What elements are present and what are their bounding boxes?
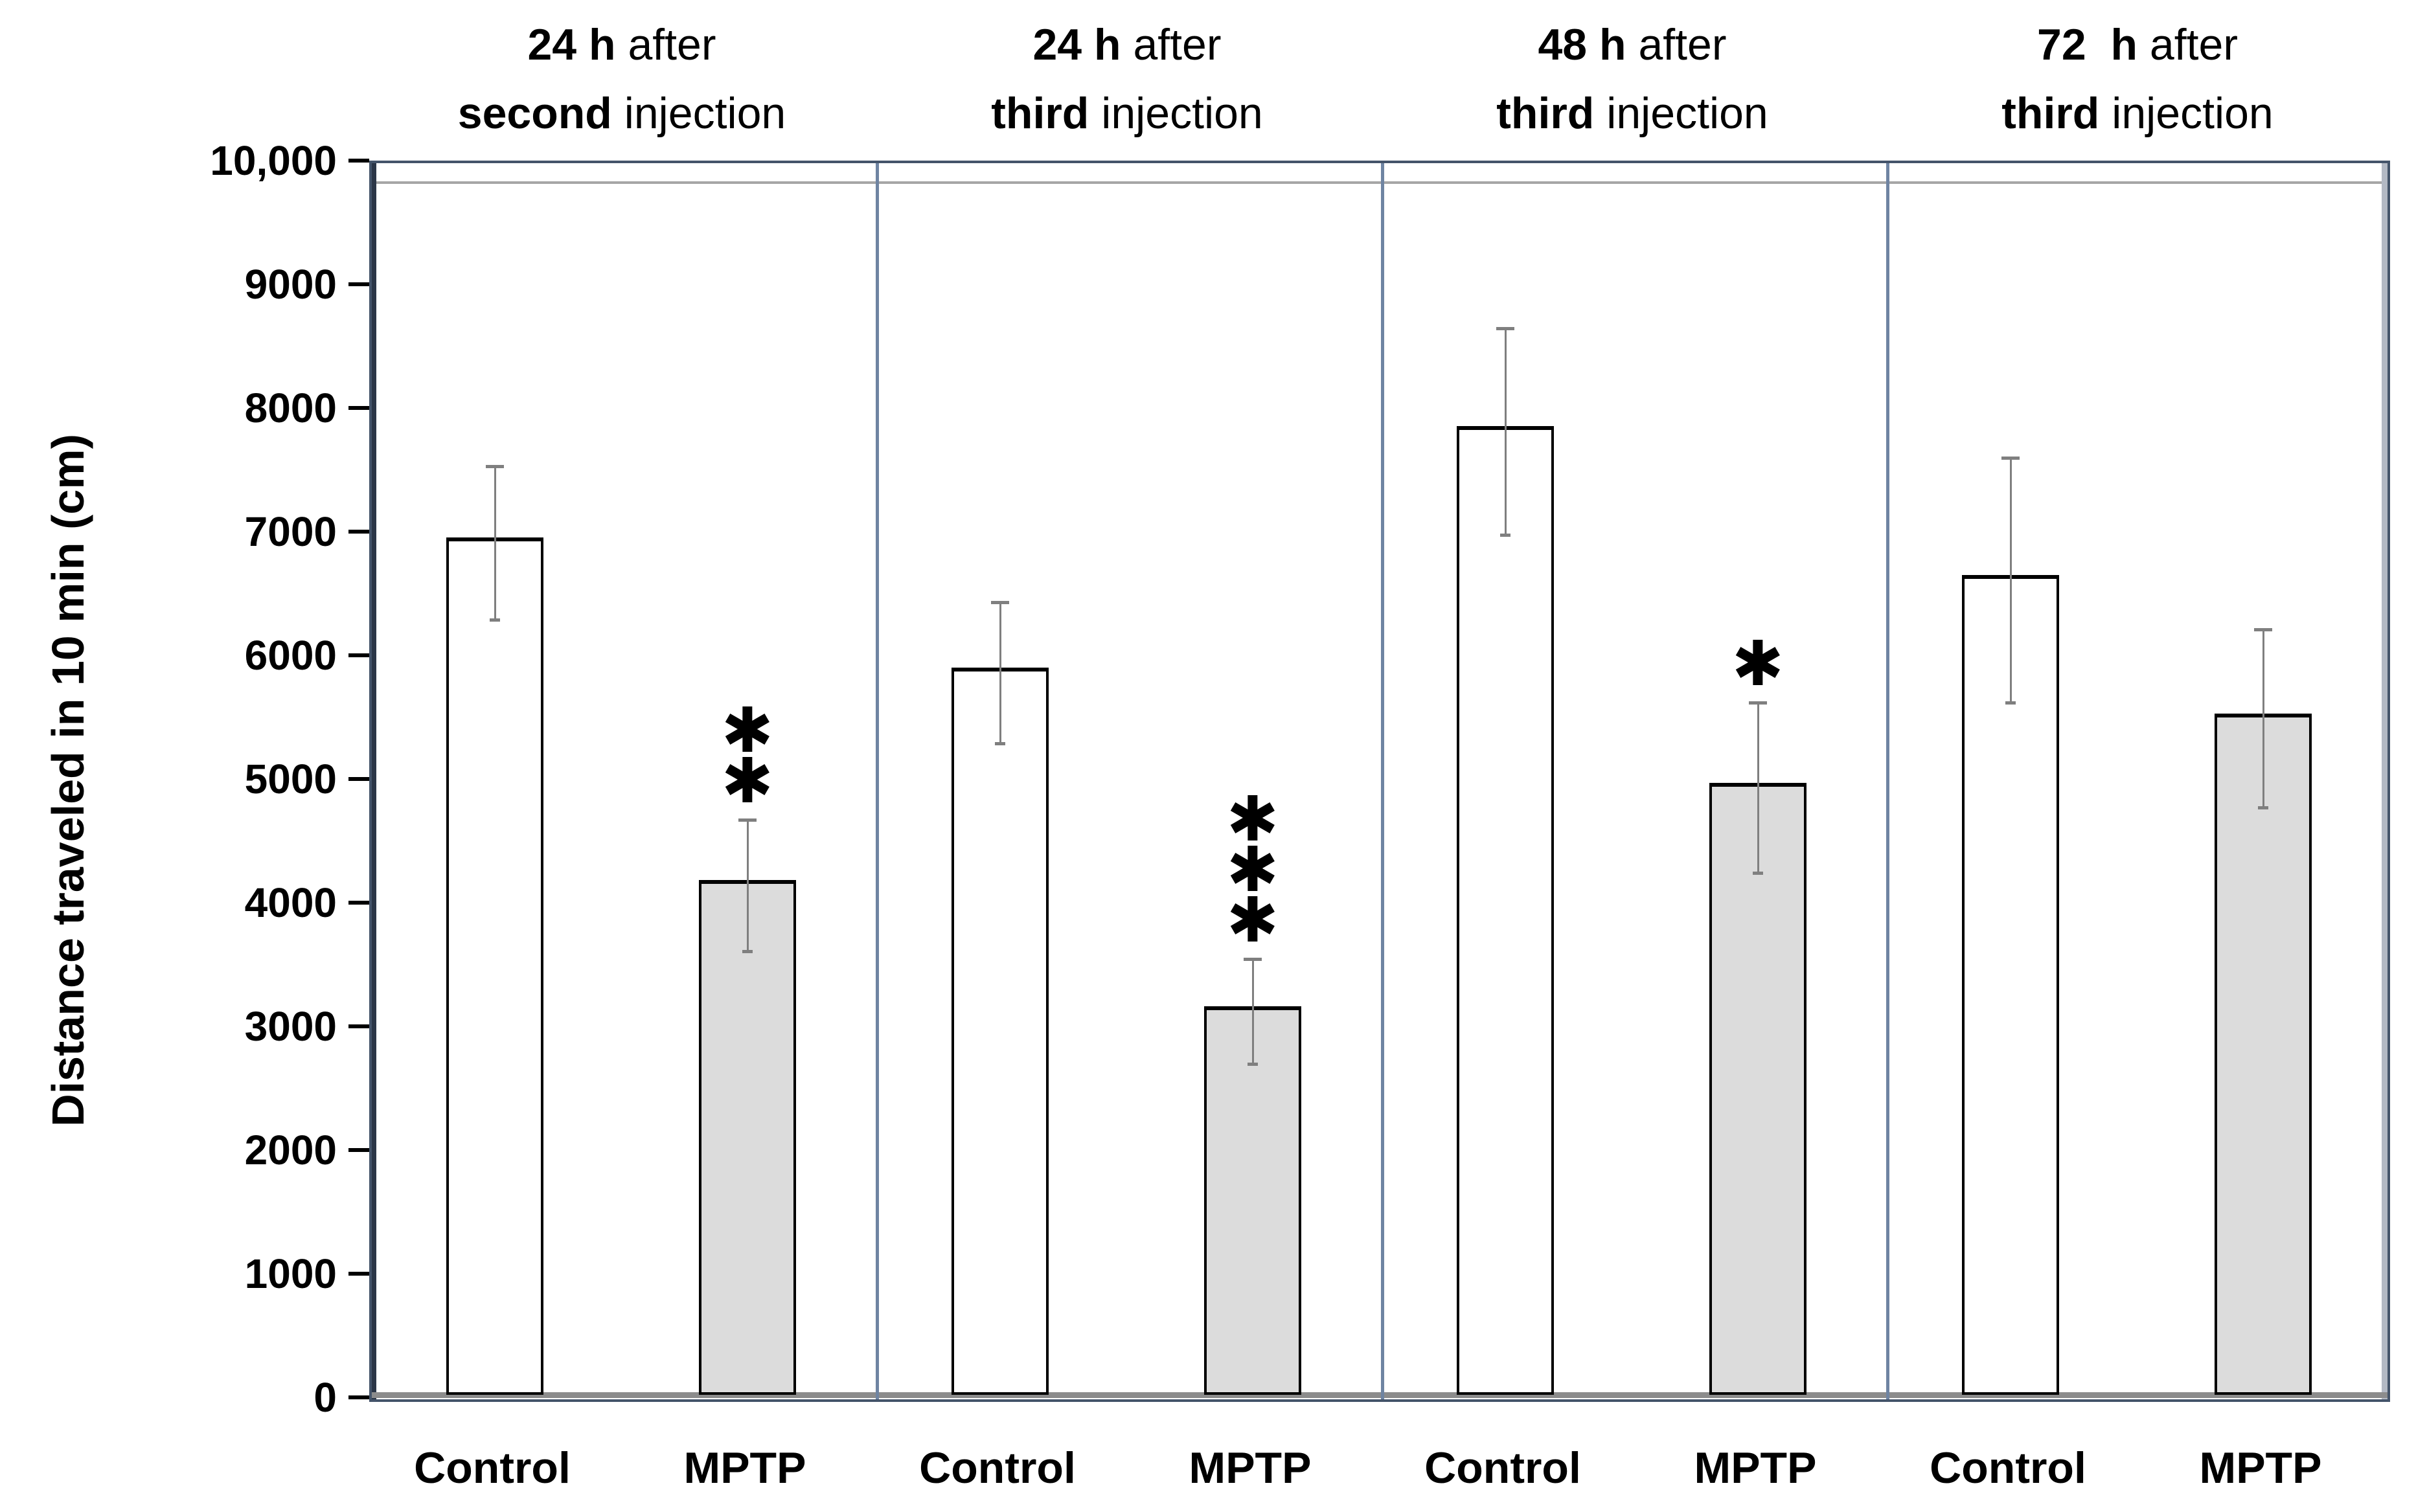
y-tick-label: 1000 <box>244 1250 337 1297</box>
y-tick-mark <box>348 901 369 905</box>
panel-title-line2: third injection <box>1496 89 1768 138</box>
bar-mptp <box>699 880 796 1395</box>
error-bar-top-cap <box>1244 958 1262 962</box>
error-bar <box>999 602 1001 743</box>
significance-star: ✱ <box>1226 835 1279 905</box>
bar-mptp <box>1204 1006 1301 1395</box>
significance-star: ✱ <box>1226 785 1279 855</box>
error-bar-top-cap <box>1496 326 1514 330</box>
plot-inner-top-border <box>372 181 2388 184</box>
error-bar-bottom-cap <box>490 618 500 622</box>
error-bar-top-cap <box>738 818 757 822</box>
plot-inner-right-border <box>2382 163 2388 1399</box>
panel-title-line2: third injection <box>991 89 1263 138</box>
panel-title-line1: 24 h after <box>527 20 716 69</box>
chart-panel <box>1887 163 2393 1399</box>
panel-title-line1: 72 h after <box>2037 20 2238 69</box>
significance-stars: ✱ ✱ <box>683 696 812 817</box>
y-tick-label: 2000 <box>244 1127 337 1173</box>
panel-title-line1: 48 h after <box>1538 20 1727 69</box>
y-tick-mark <box>348 159 369 163</box>
y-axis-title: Distance traveled in 10 min (cm) <box>43 434 93 1127</box>
x-axis-group-label: Control <box>1424 1443 1581 1493</box>
plot-area: ✱ ✱ ✱ ✱ ✱ ✱ <box>369 161 2390 1402</box>
y-tick-mark <box>348 282 369 286</box>
significance-star: ✱ <box>721 747 774 817</box>
bar-control <box>1457 426 1554 1395</box>
significance-star: ✱ <box>1731 629 1784 699</box>
x-axis-group-label: Control <box>919 1443 1076 1493</box>
y-tick-label: 3000 <box>244 1003 337 1050</box>
x-axis-group-label: MPTP <box>1694 1443 1817 1493</box>
y-tick-label: 5000 <box>244 756 337 802</box>
bar-control <box>1962 575 2059 1395</box>
error-bar-top-cap <box>2254 628 2272 632</box>
y-tick-label: 8000 <box>244 385 337 431</box>
panel-title-line1: 24 h after <box>1032 20 1222 69</box>
y-tick-mark <box>348 653 369 657</box>
chart-panel: ✱ ✱ <box>372 163 877 1399</box>
y-tick-label: 7000 <box>244 508 337 555</box>
panel-title: 24 h after third injection <box>874 10 1380 148</box>
error-bar-bottom-cap <box>995 741 1005 745</box>
x-axis-group-label: Control <box>1930 1443 2086 1493</box>
error-bar-top-cap <box>2001 456 2020 460</box>
error-bar-top-cap <box>991 601 1009 605</box>
panel-divider <box>1381 163 1384 1399</box>
x-axis-group-label: MPTP <box>2199 1443 2322 1493</box>
x-axis-group-label: Control <box>414 1443 571 1493</box>
error-bar <box>747 820 749 951</box>
bar-control <box>952 668 1049 1395</box>
significance-star: ✱ <box>1226 886 1279 956</box>
error-bar <box>494 466 496 620</box>
error-bar <box>2262 629 2264 808</box>
bar-mptp <box>2215 714 2312 1395</box>
bar-control <box>446 537 543 1395</box>
y-tick-label: 0 <box>313 1374 337 1421</box>
y-tick-label: 6000 <box>244 632 337 679</box>
y-tick-label: 10,000 <box>210 137 337 184</box>
panel-title: 48 h after third injection <box>1380 10 1885 148</box>
panel-title: 72 h after third injection <box>1885 10 2390 148</box>
error-bar-bottom-cap <box>1500 533 1510 537</box>
error-bar <box>1757 702 1759 874</box>
x-axis-line <box>372 1392 2388 1398</box>
y-tick-mark <box>348 1395 369 1399</box>
x-axis-group-label: MPTP <box>1189 1443 1312 1493</box>
error-bar-bottom-cap <box>742 949 753 953</box>
error-bar-top-cap <box>1749 701 1767 705</box>
y-tick-mark <box>348 406 369 410</box>
significance-star: ✱ <box>721 696 774 766</box>
y-tick-label: 9000 <box>244 261 337 308</box>
y-tick-mark <box>348 1148 369 1152</box>
error-bar-bottom-cap <box>2005 701 2016 705</box>
significance-stars: ✱ <box>1693 629 1823 699</box>
error-bar-top-cap <box>486 464 504 468</box>
chart-panel: ✱ <box>1382 163 1887 1399</box>
error-bar <box>2010 457 2012 703</box>
error-bar-bottom-cap <box>1753 872 1763 875</box>
error-bar <box>1252 959 1254 1065</box>
panel-title: 24 h after second injection <box>369 10 874 148</box>
error-bar-bottom-cap <box>2258 806 2268 810</box>
y-axis-line <box>372 163 376 1399</box>
error-bar-bottom-cap <box>1248 1063 1258 1066</box>
error-bar <box>1505 328 1507 535</box>
y-tick-label: 4000 <box>244 879 337 926</box>
y-tick-mark <box>348 1272 369 1276</box>
y-tick-mark <box>348 530 369 534</box>
panel-divider <box>876 163 879 1399</box>
panel-divider <box>1886 163 1889 1399</box>
significance-stars: ✱ ✱ ✱ <box>1188 785 1317 956</box>
y-tick-mark <box>348 777 369 781</box>
y-tick-mark <box>348 1024 369 1028</box>
chart-panel: ✱ ✱ ✱ <box>877 163 1382 1399</box>
panel-title-line2: third injection <box>2001 89 2274 138</box>
panel-title-line2: second injection <box>457 89 786 138</box>
x-axis-group-label: MPTP <box>683 1443 806 1493</box>
